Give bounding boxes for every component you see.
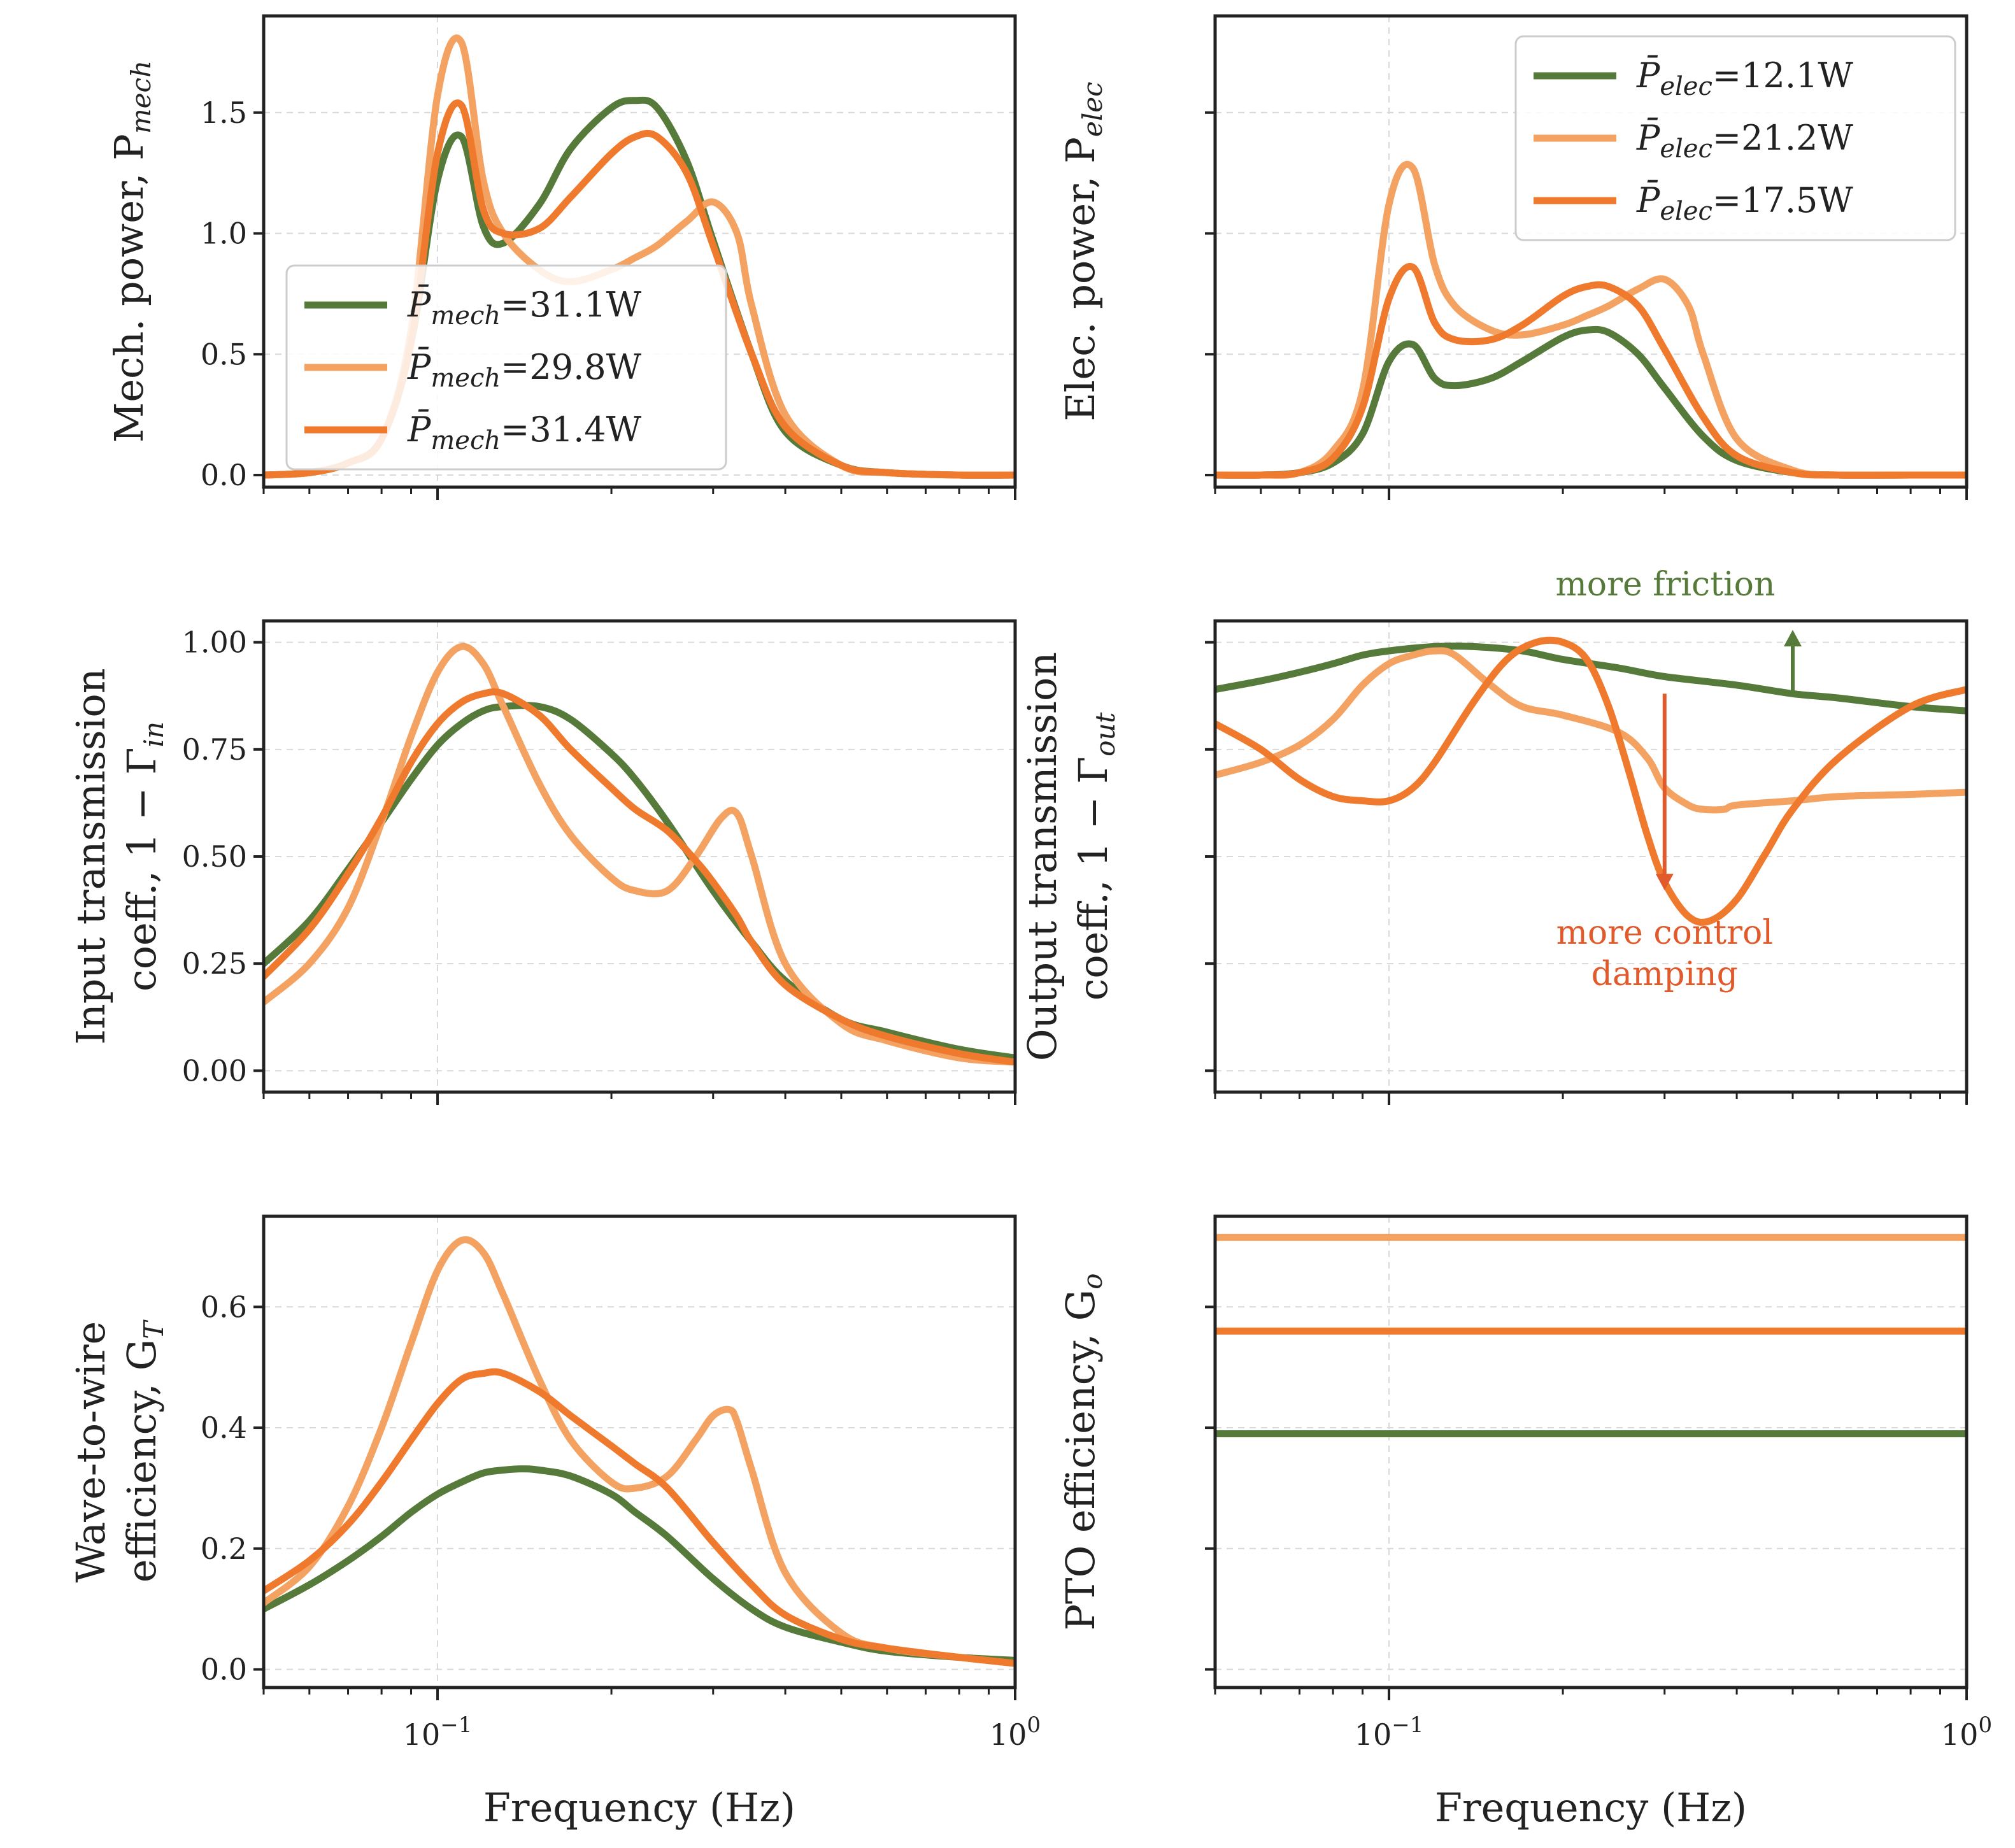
annotation-text-line1: more control (1556, 914, 1773, 952)
legend-label: P̄mech=31.4W (407, 409, 642, 455)
series-line-light_orange (264, 1236, 1015, 1667)
y-tick-label: 1.0 (201, 217, 247, 251)
annotation-text: more friction (1555, 565, 1775, 604)
axes-frame (1213, 14, 1969, 489)
series-group (1215, 160, 1967, 480)
y-axis-label-line2: coeff., 1 − Γout (1070, 713, 1121, 1001)
legend-label: P̄mech=31.1W (407, 284, 642, 331)
legend-label: P̄mech=29.8W (407, 346, 642, 393)
y-axis-label-line1: Output transmission (1019, 652, 1065, 1062)
y-tick-label: 0.4 (201, 1411, 247, 1445)
series-line-green (1215, 643, 1967, 714)
y-tick-label: 0.0 (201, 458, 247, 492)
axes-frame (262, 14, 1017, 489)
y-tick-label: 0.2 (201, 1532, 247, 1566)
x-tick-label: 100 (1941, 1712, 1992, 1752)
x-tick-label: 10−1 (1355, 1712, 1424, 1752)
series-line-orange (264, 1368, 1015, 1667)
series-group (264, 643, 1015, 1066)
y-tick-label: 0.00 (182, 1053, 247, 1088)
y-tick-label: 0.25 (182, 946, 247, 981)
x-axis-label: Frequency (Hz) (483, 1784, 795, 1831)
legend: P̄mech=31.1W P̄mech=29.8W P̄mech=31.4W (285, 264, 727, 471)
x-axis-label: Frequency (Hz) (1435, 1784, 1747, 1831)
axes-frame (262, 1214, 1017, 1689)
legend-label: P̄elec=17.5W (1636, 180, 1853, 226)
panel-wave_to_wire: 0.0 0.2 0.4 0.6 Wave-to-wire efficiency, GT (68, 1214, 1017, 1700)
legend-frame (1514, 35, 1956, 241)
y-axis-label: PTO efficiency, Go (1057, 1273, 1108, 1630)
series-line-orange (1215, 636, 1967, 926)
series-line-green (264, 702, 1015, 1062)
series-line-orange (264, 688, 1015, 1066)
series-group (264, 1236, 1015, 1667)
annotation-up: more friction (1555, 565, 1802, 694)
axes-frame (1213, 1214, 1969, 1689)
annotation-text-line2: damping (1591, 955, 1738, 993)
panels: 0.0 0.5 1.0 1.5 Mech. power, Pmech P̄mech=31.… (68, 14, 1969, 1700)
y-tick-label: 0.0 (201, 1653, 247, 1687)
legend: P̄elec=12.1W P̄elec=21.2W P̄elec=17.5W (1514, 35, 1956, 241)
panel-mech_power: 0.0 0.5 1.0 1.5 Mech. power, Pmech P̄mech=31.… (106, 14, 1017, 500)
x-tick-label: 100 (990, 1712, 1041, 1752)
series-line-light_orange (1215, 647, 1967, 814)
panel-output_transmission: Output transmission coeff., 1 − Γout more … (1019, 565, 1969, 1105)
x-tick-label: 10−1 (403, 1712, 473, 1752)
y-axis-label-line1: Input transmission (68, 668, 114, 1044)
y-tick-label: 0.5 (201, 337, 247, 371)
series-line-green (264, 1465, 1015, 1664)
series-line-orange (1215, 263, 1967, 479)
y-axis-label-line2: efficiency, GT (118, 1319, 169, 1582)
series-group (1215, 1233, 1967, 1438)
axes-frame (262, 619, 1017, 1094)
y-tick-label: 0.6 (201, 1290, 247, 1324)
y-tick-label: 1.5 (201, 96, 247, 130)
y-axis-label: Mech. power, Pmech (106, 60, 157, 443)
legend-label: P̄elec=12.1W (1636, 55, 1853, 101)
series-group (1215, 636, 1967, 926)
annotation-arrow-head (1783, 630, 1802, 647)
y-axis-label-line1: Wave-to-wire (68, 1321, 114, 1582)
annotation-arrow-head (1655, 874, 1674, 891)
legend-label: P̄elec=21.2W (1636, 117, 1853, 164)
y-tick-label: 1.00 (182, 625, 247, 660)
legend-frame (285, 264, 727, 471)
y-tick-label: 0.50 (182, 839, 247, 874)
y-tick-label: 0.75 (182, 732, 247, 767)
y-axis-label-line2: coeff., 1 − Γin (118, 721, 169, 992)
panel-pto_efficiency: PTO efficiency, Go (1057, 1214, 1969, 1700)
y-axis-label: Elec. power, Pelec (1057, 82, 1108, 421)
axes-frame (1213, 619, 1969, 1094)
panel-elec_power: Elec. power, Pelec P̄elec=12.1W P̄elec=21.… (1057, 14, 1969, 500)
series-line-light_orange (1215, 160, 1967, 480)
series-line-light_orange (264, 643, 1015, 1066)
panel-input_transmission: 0.00 0.25 0.50 0.75 1.00 Input transmission co… (68, 619, 1017, 1105)
